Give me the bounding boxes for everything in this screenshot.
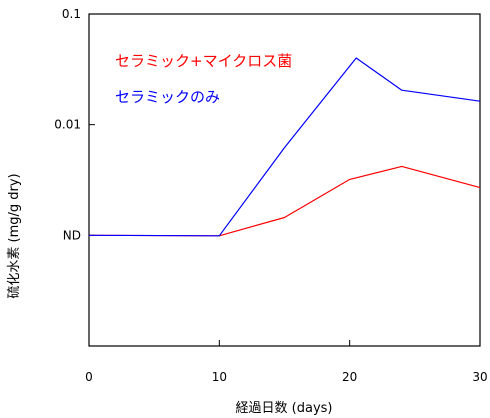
x-tick-label: 0 — [85, 370, 93, 384]
x-axis-title: 経過日数 (days) — [236, 401, 333, 416]
plot-frame — [88, 13, 481, 347]
x-axis-ticks: 0 10 20 30 — [85, 340, 488, 384]
y-tick-label: ND — [63, 228, 81, 242]
x-tick-label: 20 — [342, 370, 357, 384]
y-tick-label: 0.1 — [62, 7, 81, 21]
series-layer — [88, 57, 481, 237]
legend-entry-ceramic-only: セラミックのみ — [115, 88, 220, 106]
y-axis-title: 硫化水素 (mg/g dry) — [7, 173, 22, 298]
legend-entry-ceramic-microbe: セラミック+マイクロス菌 — [115, 52, 292, 70]
y-axis-ticks: 0.1 0.01 ND — [54, 7, 95, 242]
x-tick-label: 30 — [472, 370, 487, 384]
y-tick-label: 0.01 — [54, 118, 81, 132]
series-line-ceramic-only — [88, 57, 481, 237]
x-tick-label: 10 — [212, 370, 227, 384]
series-line-ceramic-microbe — [88, 165, 481, 237]
